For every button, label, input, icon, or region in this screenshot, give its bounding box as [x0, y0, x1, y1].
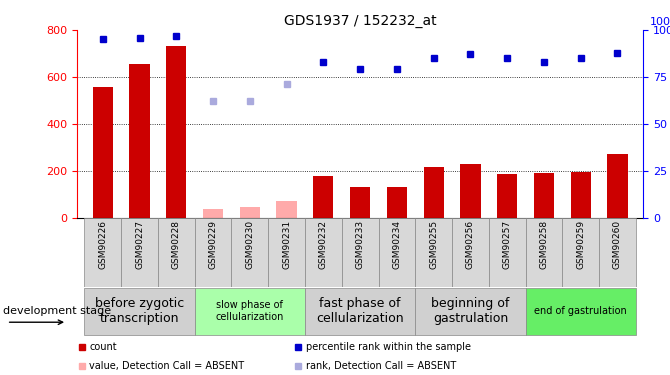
Bar: [195, 288, 305, 334]
Text: GSM90260: GSM90260: [613, 220, 622, 269]
Text: count: count: [89, 342, 117, 352]
Text: GSM90232: GSM90232: [319, 220, 328, 268]
Bar: [203, 209, 223, 218]
Bar: [489, 217, 525, 287]
Bar: [534, 173, 554, 217]
Text: before zygotic
transcription: before zygotic transcription: [95, 297, 184, 325]
Text: GSM90259: GSM90259: [576, 220, 585, 269]
Bar: [423, 167, 444, 217]
Bar: [158, 217, 195, 287]
Bar: [84, 217, 121, 287]
Bar: [92, 87, 113, 218]
Bar: [415, 288, 525, 334]
Bar: [452, 217, 489, 287]
Bar: [314, 177, 334, 218]
Text: percentile rank within the sample: percentile rank within the sample: [306, 342, 470, 352]
Text: beginning of
gastrulation: beginning of gastrulation: [431, 297, 510, 325]
Bar: [84, 288, 195, 334]
Bar: [240, 207, 260, 218]
Text: value, Detection Call = ABSENT: value, Detection Call = ABSENT: [89, 361, 244, 370]
Bar: [562, 217, 599, 287]
Bar: [497, 174, 517, 217]
Text: 100%: 100%: [650, 17, 670, 27]
Bar: [350, 187, 371, 218]
Bar: [415, 217, 452, 287]
Bar: [129, 64, 149, 217]
Bar: [599, 217, 636, 287]
Bar: [305, 217, 342, 287]
Text: fast phase of
cellularization: fast phase of cellularization: [316, 297, 404, 325]
Text: GSM90231: GSM90231: [282, 220, 291, 269]
Bar: [525, 288, 636, 334]
Bar: [571, 172, 591, 217]
Bar: [305, 288, 415, 334]
Bar: [525, 217, 562, 287]
Text: GSM90258: GSM90258: [539, 220, 549, 269]
Text: rank, Detection Call = ABSENT: rank, Detection Call = ABSENT: [306, 361, 456, 370]
Text: GSM90257: GSM90257: [502, 220, 512, 269]
Text: GSM90255: GSM90255: [429, 220, 438, 269]
Bar: [387, 187, 407, 218]
Title: GDS1937 / 152232_at: GDS1937 / 152232_at: [284, 13, 436, 28]
Bar: [268, 217, 305, 287]
Bar: [121, 217, 158, 287]
Bar: [460, 164, 480, 218]
Text: GSM90228: GSM90228: [172, 220, 181, 268]
Text: GSM90233: GSM90233: [356, 220, 364, 269]
Text: end of gastrulation: end of gastrulation: [535, 306, 627, 316]
Bar: [379, 217, 415, 287]
Text: development stage: development stage: [3, 306, 111, 316]
Bar: [166, 46, 186, 217]
Bar: [195, 217, 231, 287]
Text: GSM90256: GSM90256: [466, 220, 475, 269]
Text: GSM90234: GSM90234: [393, 220, 401, 268]
Bar: [231, 217, 268, 287]
Bar: [342, 217, 379, 287]
Text: slow phase of
cellularization: slow phase of cellularization: [216, 300, 284, 322]
Text: GSM90230: GSM90230: [245, 220, 255, 269]
Text: GSM90227: GSM90227: [135, 220, 144, 268]
Text: GSM90226: GSM90226: [98, 220, 107, 268]
Text: GSM90229: GSM90229: [208, 220, 218, 268]
Bar: [608, 154, 628, 218]
Bar: [277, 201, 297, 217]
